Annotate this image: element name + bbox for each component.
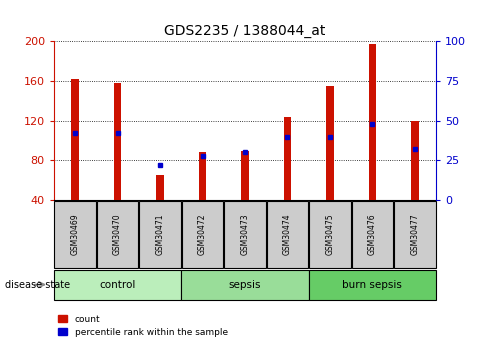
- Text: GSM30476: GSM30476: [368, 214, 377, 255]
- Text: burn sepsis: burn sepsis: [343, 280, 402, 289]
- Bar: [411, 121, 418, 200]
- Legend: count, percentile rank within the sample: count, percentile rank within the sample: [58, 315, 228, 337]
- FancyBboxPatch shape: [309, 270, 436, 299]
- FancyBboxPatch shape: [224, 201, 266, 268]
- FancyBboxPatch shape: [267, 201, 308, 268]
- Bar: [72, 79, 79, 200]
- Text: GSM30474: GSM30474: [283, 214, 292, 255]
- Bar: [199, 152, 206, 200]
- FancyBboxPatch shape: [54, 201, 96, 268]
- Bar: [326, 86, 334, 200]
- Text: control: control: [99, 280, 136, 289]
- FancyBboxPatch shape: [181, 270, 309, 299]
- Bar: [156, 175, 164, 200]
- FancyBboxPatch shape: [352, 201, 393, 268]
- Text: disease state: disease state: [5, 280, 70, 289]
- Text: sepsis: sepsis: [229, 280, 261, 289]
- FancyBboxPatch shape: [139, 201, 181, 268]
- Bar: [284, 117, 291, 200]
- Title: GDS2235 / 1388044_at: GDS2235 / 1388044_at: [164, 23, 326, 38]
- Text: GSM30471: GSM30471: [155, 214, 165, 255]
- FancyBboxPatch shape: [182, 201, 223, 268]
- Text: GSM30472: GSM30472: [198, 214, 207, 255]
- Text: GSM30477: GSM30477: [410, 214, 419, 255]
- FancyBboxPatch shape: [54, 270, 181, 299]
- Bar: [114, 83, 122, 200]
- Text: GSM30470: GSM30470: [113, 214, 122, 255]
- FancyBboxPatch shape: [97, 201, 138, 268]
- FancyBboxPatch shape: [309, 201, 351, 268]
- Text: GSM30469: GSM30469: [71, 214, 80, 255]
- Text: GSM30473: GSM30473: [241, 214, 249, 255]
- Bar: [241, 150, 249, 200]
- FancyBboxPatch shape: [394, 201, 436, 268]
- Text: GSM30475: GSM30475: [325, 214, 335, 255]
- Bar: [368, 45, 376, 200]
